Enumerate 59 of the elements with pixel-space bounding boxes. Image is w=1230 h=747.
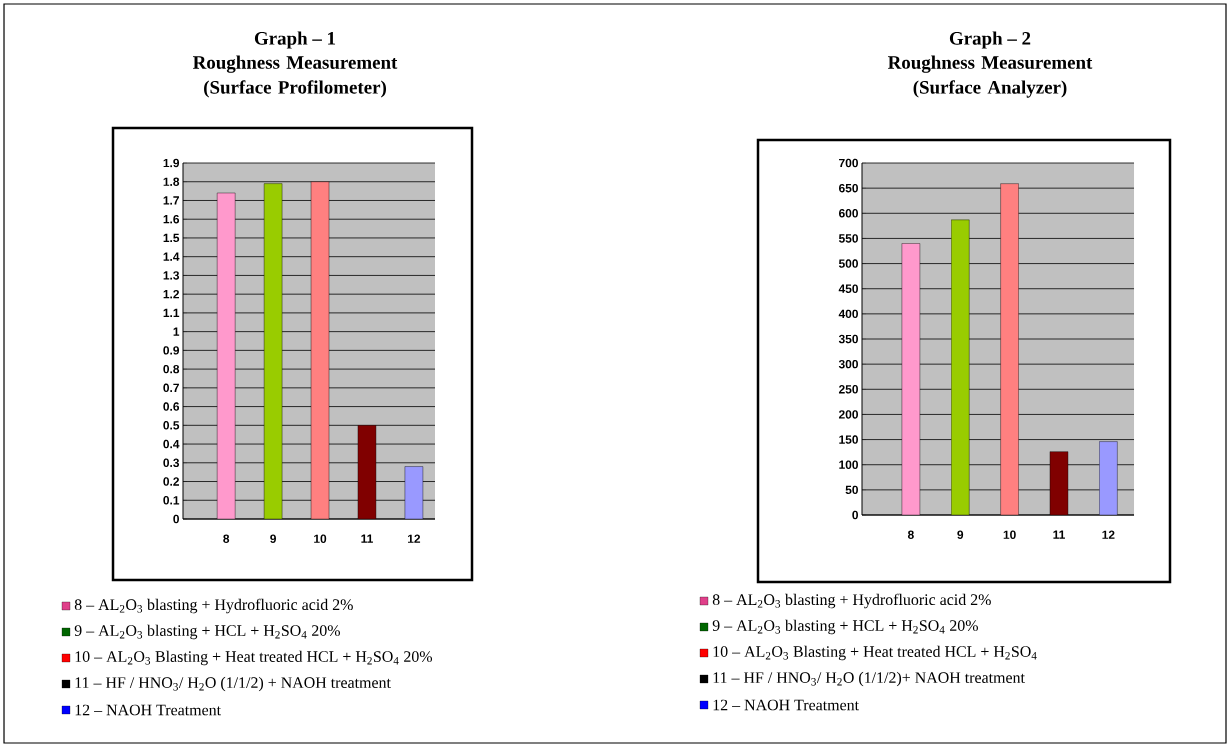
text: 9 – AL$_{2}$O$_{3}$ blasting + HCL + H$_{2}$SO$_{4}$ 20% bbox=[712, 619, 978, 635]
text: 11 – HF / HNO$_{3}$/ H$_{2}$O (1/1/2)+ NAOH treatment bbox=[713, 671, 1025, 687]
y-tick-label: 0.3 bbox=[163, 458, 180, 468]
y-tick-label: 1.9 bbox=[163, 158, 180, 168]
y-tick-label: 1.6 bbox=[163, 214, 180, 224]
y-tick-label: 650 bbox=[838, 183, 858, 193]
x-tick-label: 9 bbox=[957, 530, 964, 539]
x-tick-label: 11 bbox=[361, 534, 373, 543]
y-tick-label: 1.2 bbox=[163, 289, 180, 299]
y-tick-label: 700 bbox=[839, 158, 858, 168]
y-tick-label: 50 bbox=[845, 485, 858, 495]
text: 8 – AL$_{2}$O$_{3}$ blasting + Hydrofluoric acid 2% bbox=[74, 598, 353, 614]
y-tick-label: 1.4 bbox=[163, 252, 180, 261]
text: 12 – NAOH Treatment bbox=[713, 699, 859, 711]
y-tick-label: 1.7 bbox=[163, 196, 179, 205]
x-tick-label: 12 bbox=[408, 534, 421, 543]
y-tick-label: 1.8 bbox=[163, 177, 180, 186]
x-tick-label: 10 bbox=[1003, 530, 1016, 539]
y-tick-label: 0.2 bbox=[163, 477, 180, 486]
y-tick-label: 300 bbox=[838, 359, 858, 369]
y-tick-label: 1 bbox=[173, 327, 180, 336]
x-tick-label: 8 bbox=[907, 530, 914, 539]
x-tick-label: 9 bbox=[270, 534, 276, 543]
text: 12 – NAOH Treatment bbox=[75, 704, 221, 716]
y-tick-label: 1.1 bbox=[163, 308, 180, 318]
y-tick-label: 200 bbox=[838, 410, 858, 419]
y-tick-label: 0.9 bbox=[163, 346, 180, 355]
chart-subtitle: Roughness Measurement (Surface Analyzer) bbox=[887, 55, 1093, 98]
text: 8 – AL$_{2}$O$_{3}$ blasting + Hydrofluoric acid 2% bbox=[712, 593, 991, 609]
chart-title: Graph – 1 bbox=[254, 31, 336, 49]
y-tick-label: 0 bbox=[852, 510, 858, 520]
y-tick-label: 0.6 bbox=[163, 402, 180, 411]
y-tick-label: 0.5 bbox=[163, 421, 180, 430]
y-tick-label: 0 bbox=[173, 514, 179, 524]
y-tick-label: 100 bbox=[839, 460, 858, 469]
y-tick-label: 0.8 bbox=[163, 364, 180, 374]
chart-subtitle: Roughness Measurement (Surface Profilometer) bbox=[192, 55, 398, 98]
x-tick-label: 12 bbox=[1102, 530, 1115, 539]
y-tick-label: 150 bbox=[839, 435, 858, 444]
y-tick-label: 0.7 bbox=[163, 383, 179, 393]
chart-title: Graph – 2 bbox=[949, 31, 1031, 49]
y-tick-label: 600 bbox=[838, 209, 858, 218]
y-tick-label: 500 bbox=[838, 259, 858, 268]
y-tick-label: 0.4 bbox=[163, 439, 180, 449]
y-tick-label: 450 bbox=[838, 284, 858, 293]
y-tick-label: 350 bbox=[838, 334, 858, 344]
y-tick-label: 1.3 bbox=[163, 271, 180, 280]
y-tick-label: 250 bbox=[838, 385, 858, 394]
x-tick-label: 10 bbox=[314, 534, 327, 543]
text: 9 – AL$_{2}$O$_{3}$ blasting + HCL + H$_{2}$SO$_{4}$ 20% bbox=[74, 624, 340, 640]
x-tick-label: 11 bbox=[1053, 530, 1065, 539]
y-tick-label: 1.5 bbox=[163, 233, 180, 243]
text: 10 – AL$_{2}$O$_{3}$ Blasting + Heat treated HCL + H$_{2}$SO$_{4}$ bbox=[713, 645, 1037, 661]
text: 11 – HF / HNO$_{3}$/ H$_{2}$O (1/1/2) + NAOH treatment bbox=[75, 676, 391, 692]
y-tick-label: 400 bbox=[838, 309, 858, 319]
text: 10 – AL$_{2}$O$_{3}$ Blasting + Heat treated HCL + H$_{2}$SO$_{4}$ 20% bbox=[75, 650, 433, 666]
y-tick-label: 0.1 bbox=[163, 496, 180, 505]
x-tick-label: 8 bbox=[223, 534, 230, 543]
y-tick-label: 550 bbox=[838, 234, 858, 243]
